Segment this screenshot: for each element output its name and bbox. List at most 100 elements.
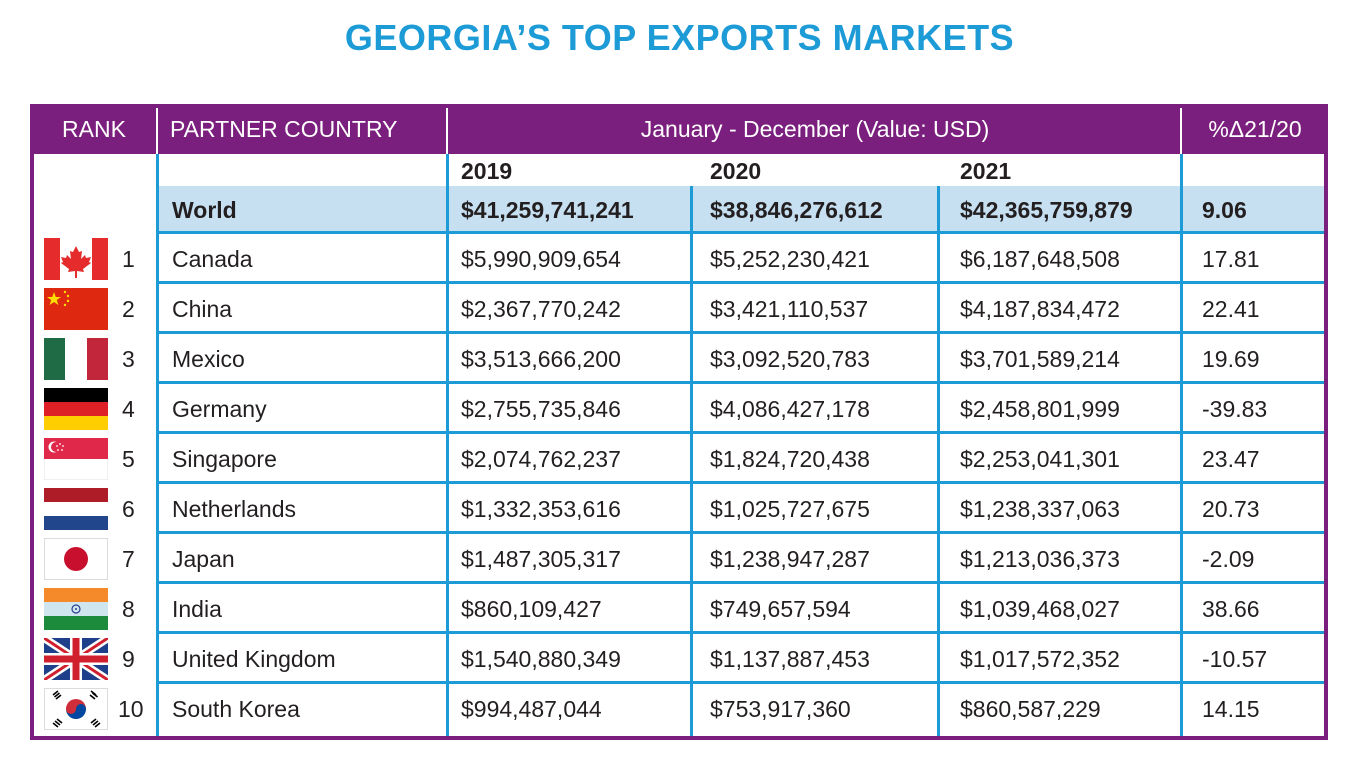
table-row: 3 Mexico $3,513,666,200 $3,092,520,783 $… — [34, 333, 1324, 383]
grid-line — [158, 581, 1324, 584]
value-2021: $3,701,589,214 — [960, 346, 1120, 372]
netherlands-flag-icon — [44, 488, 108, 530]
value-2021: $2,458,801,999 — [960, 396, 1120, 422]
india-flag-icon — [44, 588, 108, 630]
pct-change: 17.81 — [1202, 246, 1260, 272]
header-divider — [156, 108, 158, 154]
year-2020: 2020 — [710, 158, 762, 184]
table-row: 1 Canada $5,990,909,654 $5,252,230,421 $… — [34, 233, 1324, 283]
value-2020: $749,657,594 — [710, 596, 851, 622]
value-2020: $4,086,427,178 — [710, 396, 870, 422]
rank-number: 6 — [122, 496, 135, 522]
rank-number: 7 — [122, 546, 135, 572]
grid-line — [158, 531, 1324, 534]
value-2020: $3,421,110,537 — [710, 296, 869, 322]
page-title: GEORGIA’S TOP EXPORTS MARKETS — [344, 17, 1015, 58]
pct-change: 19.69 — [1202, 346, 1260, 372]
value-2020: $5,252,230,421 — [710, 246, 870, 272]
country-name: China — [172, 296, 233, 322]
rank-number: 4 — [122, 396, 135, 422]
value-2019: $2,074,762,237 — [461, 446, 621, 472]
singapore-flag-icon — [44, 438, 108, 480]
mexico-flag-icon — [44, 338, 108, 380]
value-2021: $1,213,036,373 — [960, 546, 1120, 572]
world-total-row: World $41,259,741,241 $38,846,276,612 $4… — [158, 186, 1324, 232]
header-divider — [1180, 108, 1182, 154]
grid-line — [156, 154, 159, 736]
year-header-row: 2019 2020 2021 — [34, 154, 1324, 186]
country-name: Germany — [172, 396, 267, 422]
value-2020: $1,824,720,438 — [710, 446, 870, 472]
japan-flag-icon — [44, 538, 108, 580]
value-2019: $2,755,735,846 — [461, 396, 621, 422]
header-partner-country: PARTNER COUNTRY — [170, 116, 398, 142]
grid-line — [446, 154, 449, 736]
rank-number: 9 — [122, 646, 135, 672]
country-name: Netherlands — [172, 496, 297, 522]
pct-change: -39.83 — [1202, 396, 1268, 422]
grid-line — [158, 331, 1324, 334]
country-name: Singapore — [172, 446, 277, 472]
value-2021: $1,017,572,352 — [960, 646, 1120, 672]
header-pct-change: %Δ21/20 — [1208, 116, 1302, 142]
year-2021: 2021 — [960, 158, 1012, 184]
pct-change: 20.73 — [1202, 496, 1260, 522]
value-2019: $2,367,770,242 — [461, 296, 621, 322]
value-2020: $1,025,727,675 — [710, 496, 870, 522]
pct-change: 38.66 — [1202, 596, 1260, 622]
world-2020: $38,846,276,612 — [710, 197, 883, 223]
world-country: World — [172, 197, 237, 223]
value-2021: $860,587,229 — [960, 696, 1101, 722]
grid-line — [158, 281, 1324, 284]
value-2019: $994,487,044 — [461, 696, 602, 722]
value-2019: $5,990,909,654 — [461, 246, 621, 272]
table-row: 6 Netherlands $1,332,353,616 $1,025,727,… — [34, 483, 1324, 533]
grid-line — [690, 186, 693, 736]
table-row: 5 Singapore $2,074,762,237 $1,824,720,43… — [34, 433, 1324, 483]
rank-number: 3 — [122, 346, 135, 372]
rank-number: 2 — [122, 296, 135, 322]
table-row: 2 China $2,367,770,242 $3,421,110,537 $4… — [34, 283, 1324, 333]
value-2021: $6,187,648,508 — [960, 246, 1120, 272]
germany-flag-icon — [44, 388, 108, 430]
world-2021: $42,365,759,879 — [960, 197, 1133, 223]
country-name: Mexico — [172, 346, 245, 372]
table-row: 8 India $860,109,427 $749,657,594 $1,039… — [34, 583, 1324, 633]
south-korea-flag-icon — [44, 688, 108, 730]
country-name: Japan — [172, 546, 235, 572]
rank-number: 8 — [122, 596, 135, 622]
country-name: South Korea — [172, 696, 300, 722]
china-flag-icon — [44, 288, 108, 330]
table-header: RANK PARTNER COUNTRY January - December … — [30, 104, 1328, 154]
grid-line — [158, 381, 1324, 384]
value-2019: $3,513,666,200 — [461, 346, 621, 372]
value-2020: $1,137,887,453 — [710, 646, 870, 672]
table-row: 10 South Korea $994,487,044 $753,917,360… — [34, 683, 1324, 733]
header-divider — [446, 108, 448, 154]
exports-table: RANK PARTNER COUNTRY January - December … — [30, 104, 1328, 740]
table-row: 9 United Kingdom $1,540,880,349 $1,137,8… — [34, 633, 1324, 683]
value-2020: $1,238,947,287 — [710, 546, 870, 572]
header-rank: RANK — [62, 116, 126, 142]
rank-number: 1 — [122, 246, 135, 272]
grid-line — [937, 186, 940, 736]
rank-number: 5 — [122, 446, 135, 472]
grid-line — [158, 631, 1324, 634]
canada-flag-icon — [44, 238, 108, 280]
grid-line — [158, 681, 1324, 684]
pct-change: 14.15 — [1202, 696, 1260, 722]
world-2019: $41,259,741,241 — [461, 197, 634, 223]
uk-flag-icon — [44, 638, 108, 680]
world-pct: 9.06 — [1202, 197, 1247, 223]
pct-change: 22.41 — [1202, 296, 1260, 322]
value-2021: $4,187,834,472 — [960, 296, 1120, 322]
value-2021: $1,238,337,063 — [960, 496, 1120, 522]
value-2019: $1,540,880,349 — [461, 646, 621, 672]
pct-change: 23.47 — [1202, 446, 1260, 472]
grid-line — [158, 431, 1324, 434]
value-2019: $1,332,353,616 — [461, 496, 621, 522]
table-row: 7 Japan $1,487,305,317 $1,238,947,287 $1… — [34, 533, 1324, 583]
table-row: 4 Germany $2,755,735,846 $4,086,427,178 … — [34, 383, 1324, 433]
country-name: United Kingdom — [172, 646, 336, 672]
grid-line — [158, 231, 1324, 234]
